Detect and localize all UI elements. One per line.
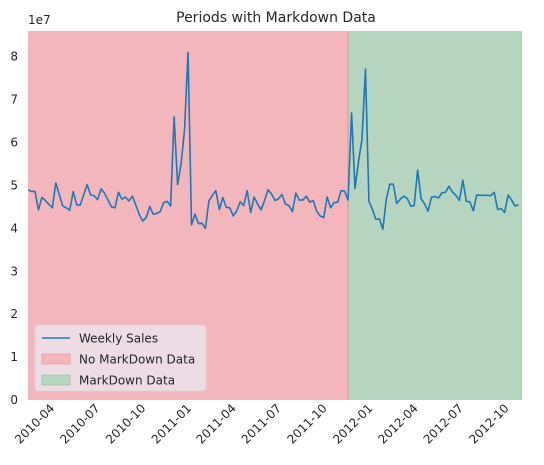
x-tick-label: 2011-01: [149, 401, 194, 446]
y-tick-label: 2: [10, 307, 18, 321]
legend-entry-label: No MarkDown Data: [79, 353, 195, 367]
x-tick-label: 2011-07: [239, 401, 284, 446]
x-tick-label: 2011-04: [193, 401, 238, 446]
y-tick-label: 8: [10, 50, 18, 64]
chart-title: Periods with Markdown Data: [176, 10, 376, 26]
y-tick-label: 6: [10, 136, 18, 150]
legend-entry-label: Weekly Sales: [79, 332, 158, 346]
x-tick-label: 2010-07: [57, 401, 102, 446]
x-tick-label: 2011-10: [284, 401, 329, 446]
region-markdown: [348, 31, 522, 400]
x-tick-label: 2012-07: [421, 401, 466, 446]
legend: Weekly Sales No MarkDown Data MarkDown Dat…: [34, 324, 207, 392]
legend-patch-swatch: [41, 353, 71, 365]
y-tick-label: 7: [10, 93, 18, 107]
y-tick-label: 1: [10, 350, 18, 364]
y-tick-label: 4: [10, 221, 18, 235]
y-axis-ticks: 0 1 2 3 4 5 6 7 8: [10, 50, 18, 407]
legend-patch-swatch: [41, 374, 71, 386]
x-tick-label: 2012-10: [466, 401, 511, 446]
x-tick-label: 2010-04: [12, 401, 57, 446]
legend-box: [34, 324, 207, 392]
x-tick-label: 2010-10: [103, 401, 148, 446]
x-tick-label: 2012-01: [330, 401, 375, 446]
y-tick-label: 3: [10, 264, 18, 278]
legend-entry-label: MarkDown Data: [79, 374, 175, 388]
y-axis-multiplier-label: 1e7: [28, 13, 51, 27]
x-axis-ticks: 2010-04 2010-07 2010-10 2011-01 2011-04 2011-…: [12, 401, 512, 446]
y-tick-label: 5: [10, 178, 18, 192]
weekly-sales-line: [27, 51, 519, 231]
x-tick-label: 2012-04: [375, 401, 420, 446]
y-tick-label: 0: [10, 393, 18, 407]
